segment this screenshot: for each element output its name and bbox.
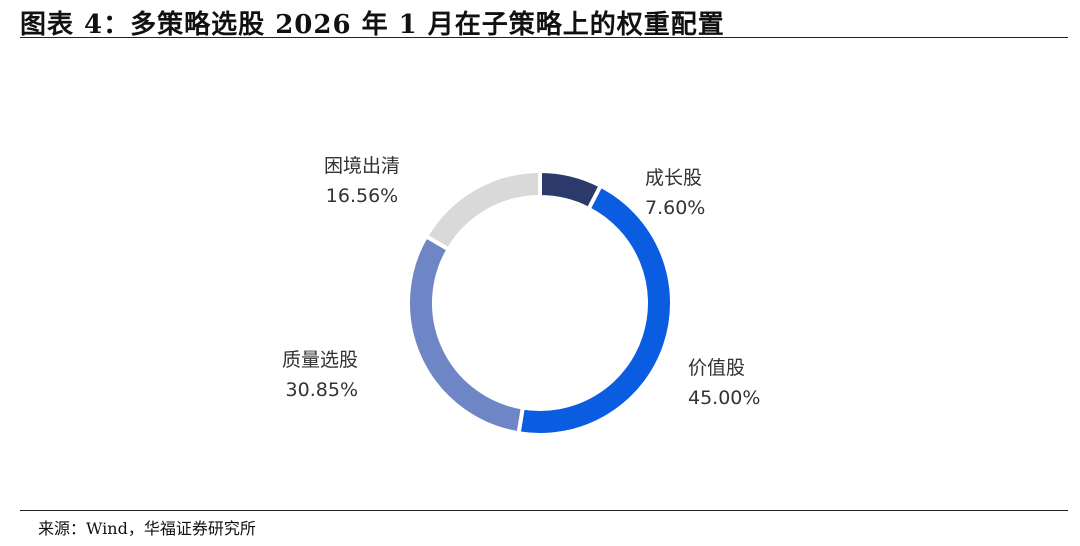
title-rule [20,37,1068,38]
slice-label-name: 质量选股 [282,349,358,371]
slice-label-name: 成长股 [645,167,702,189]
slice-3 [406,233,526,436]
slice-label-value: 16.56% [326,185,398,207]
figure-title: 图表 4：多策略选股 2026 年 1 月在子策略上的权重配置 [20,10,725,40]
source-note: 来源：Wind，华福证券研究所 [38,519,256,538]
slice-2 [516,183,674,437]
source-rule [20,510,1068,511]
slice-label-value: 7.60% [645,197,705,219]
slice-label-value: 30.85% [286,379,358,401]
slice-label-value: 45.00% [688,387,760,409]
slice-label-name: 困境出清 [324,155,400,177]
slice-label-name: 价值股 [688,357,745,379]
slice-4 [423,168,542,253]
